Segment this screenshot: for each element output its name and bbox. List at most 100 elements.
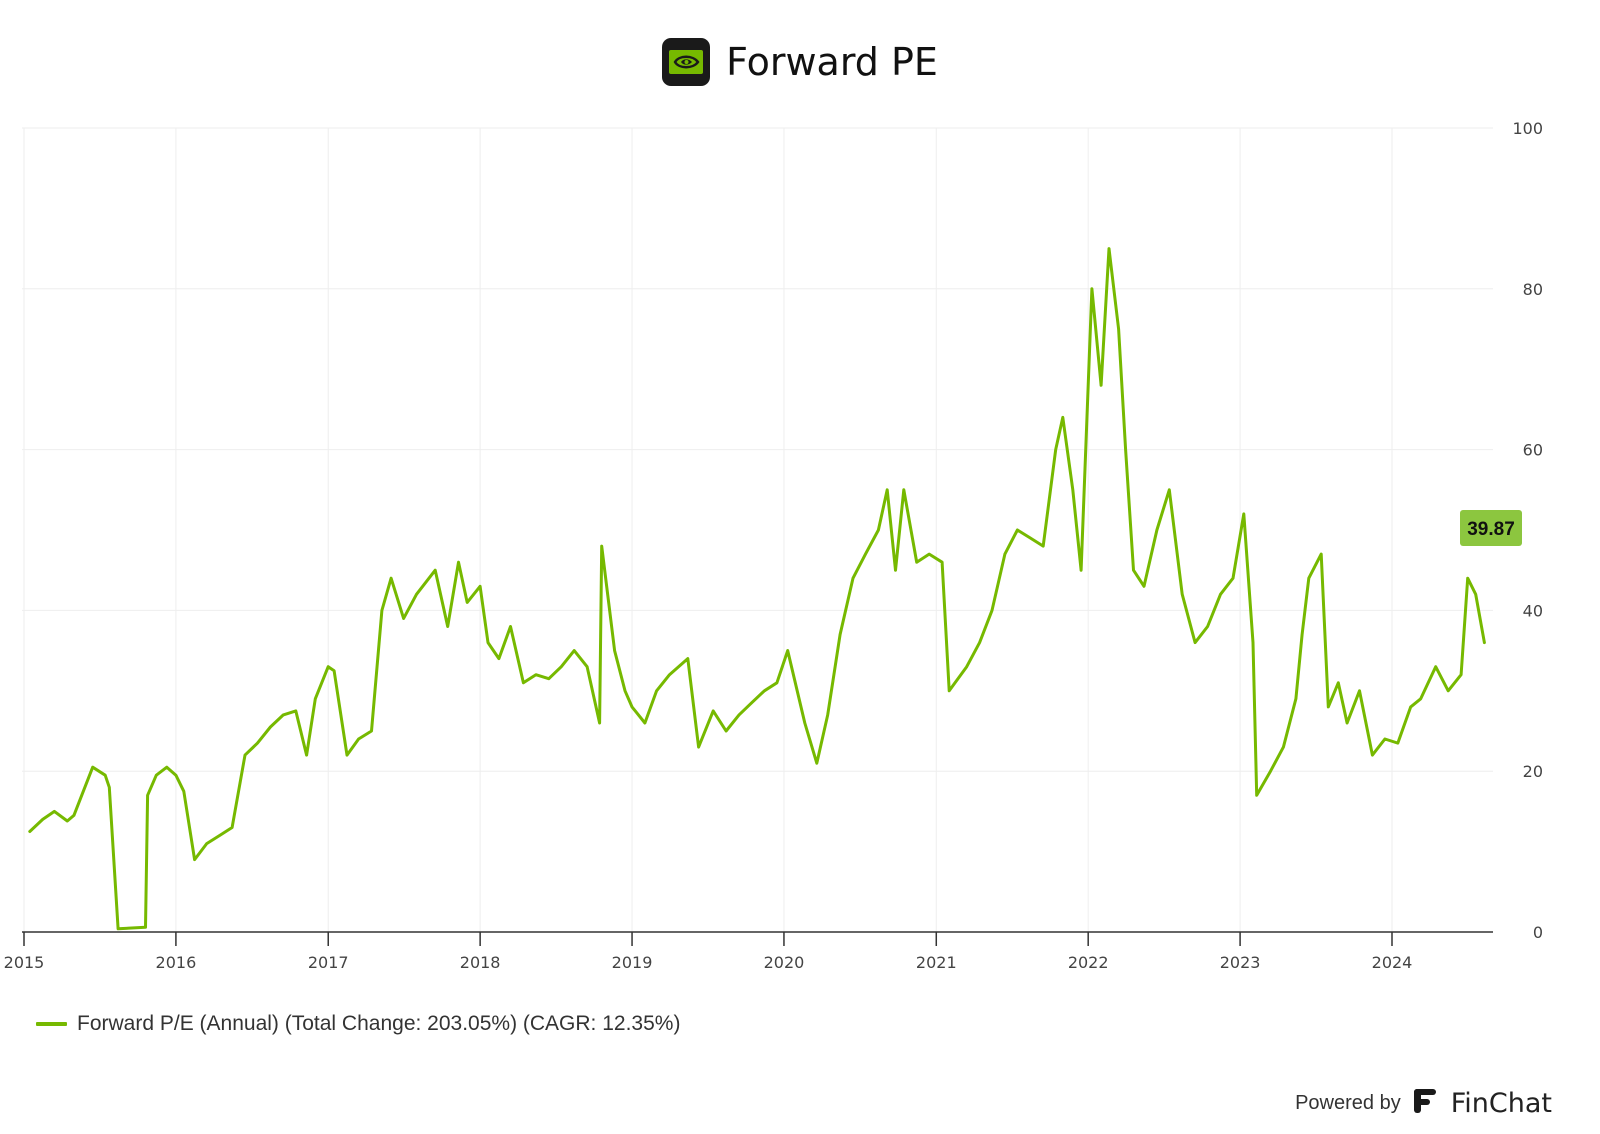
data-point [573, 649, 576, 652]
data-point [509, 625, 512, 628]
data-point [146, 794, 149, 797]
data-point [1466, 577, 1469, 580]
data-point [600, 544, 603, 548]
data-point [915, 561, 918, 564]
data-point [1371, 753, 1374, 757]
finchat-brand: FinChat [1450, 1088, 1552, 1119]
data-point [1483, 641, 1486, 644]
data-point [613, 649, 616, 652]
data-point [1042, 544, 1045, 548]
data-point [585, 665, 589, 668]
data-point [1016, 528, 1019, 532]
data-point [1419, 697, 1422, 700]
data-point [534, 673, 538, 676]
y-tick-label: 40 [1523, 601, 1543, 620]
data-point [446, 625, 449, 628]
data-point [486, 641, 490, 644]
data-point [864, 552, 867, 556]
data-point [978, 641, 981, 644]
data-point [1327, 705, 1330, 709]
powered-by-text: Powered by [1295, 1092, 1401, 1114]
x-tick-label: 2021 [916, 953, 957, 972]
data-point [1459, 673, 1463, 676]
data-point [1409, 705, 1412, 709]
data-point [1320, 552, 1323, 556]
last-value-badge [1460, 510, 1522, 546]
chart-header: Forward PE [0, 36, 1600, 88]
legend-swatch [36, 1022, 67, 1026]
data-point [174, 774, 178, 777]
x-tick-label: 2022 [1068, 953, 1109, 972]
data-point [598, 721, 601, 725]
grid-lines [22, 127, 1493, 932]
x-tick-label: 2016 [156, 953, 197, 972]
data-point [826, 713, 829, 717]
data-point [357, 737, 360, 741]
data-point [763, 689, 766, 692]
data-point [737, 713, 741, 717]
data-point [256, 741, 259, 745]
data-point [775, 681, 779, 684]
data-point [1099, 384, 1103, 387]
powered-by[interactable]: Powered by FinChat [1295, 1086, 1552, 1121]
data-point [332, 669, 336, 672]
series-line [28, 247, 1486, 931]
data-point [1294, 697, 1298, 700]
data-point [218, 834, 221, 837]
data-point [380, 609, 384, 612]
data-point [643, 721, 647, 725]
data-point [155, 774, 158, 777]
data-point [655, 689, 658, 692]
data-point [1079, 569, 1083, 572]
data-point [205, 842, 208, 845]
data-point [91, 766, 94, 769]
data-point [457, 561, 460, 564]
data-point [686, 657, 689, 660]
last-value-label: 39.87 [1467, 519, 1515, 540]
data-point [193, 858, 196, 861]
data-point [497, 657, 501, 660]
data-point [1061, 416, 1065, 419]
data-point [1358, 689, 1361, 692]
data-point [886, 488, 889, 491]
data-point [815, 762, 818, 765]
data-point [928, 552, 931, 556]
data-point [230, 826, 234, 829]
legend[interactable]: Forward P/E (Annual) (Total Change: 203.… [36, 1012, 680, 1036]
y-tick-label: 100 [1512, 119, 1543, 138]
y-tick-label: 0 [1533, 923, 1543, 942]
y-tick-label: 80 [1523, 280, 1543, 299]
data-point [1396, 741, 1400, 745]
x-tick-label: 2015 [4, 953, 45, 972]
nvidia-eye-logo-icon [662, 38, 711, 86]
data-point [1155, 528, 1159, 532]
data-point [1206, 625, 1209, 628]
data-point [668, 673, 671, 676]
data-point [72, 814, 76, 817]
data-point [1029, 536, 1032, 540]
data-point [1307, 577, 1311, 580]
data-point [66, 819, 69, 823]
data-point [434, 569, 437, 572]
data-point [1107, 247, 1111, 250]
chart-title: Forward PE [726, 40, 938, 84]
series-layer [28, 247, 1486, 931]
data-point [630, 705, 634, 709]
data-point [294, 709, 297, 713]
data-point [1282, 745, 1285, 749]
data-point [41, 818, 44, 821]
data-point [838, 633, 842, 636]
x-tick-label: 2017 [308, 953, 349, 972]
data-point [894, 569, 897, 572]
data-point [965, 665, 968, 668]
data-point [697, 745, 700, 749]
data-point [1447, 689, 1450, 692]
data-point [165, 766, 168, 769]
data-point [1168, 488, 1171, 491]
data-point [1071, 488, 1075, 491]
data-point [1090, 287, 1094, 290]
data-point [1054, 448, 1057, 451]
data-point [803, 721, 806, 725]
data-point [1345, 721, 1349, 725]
